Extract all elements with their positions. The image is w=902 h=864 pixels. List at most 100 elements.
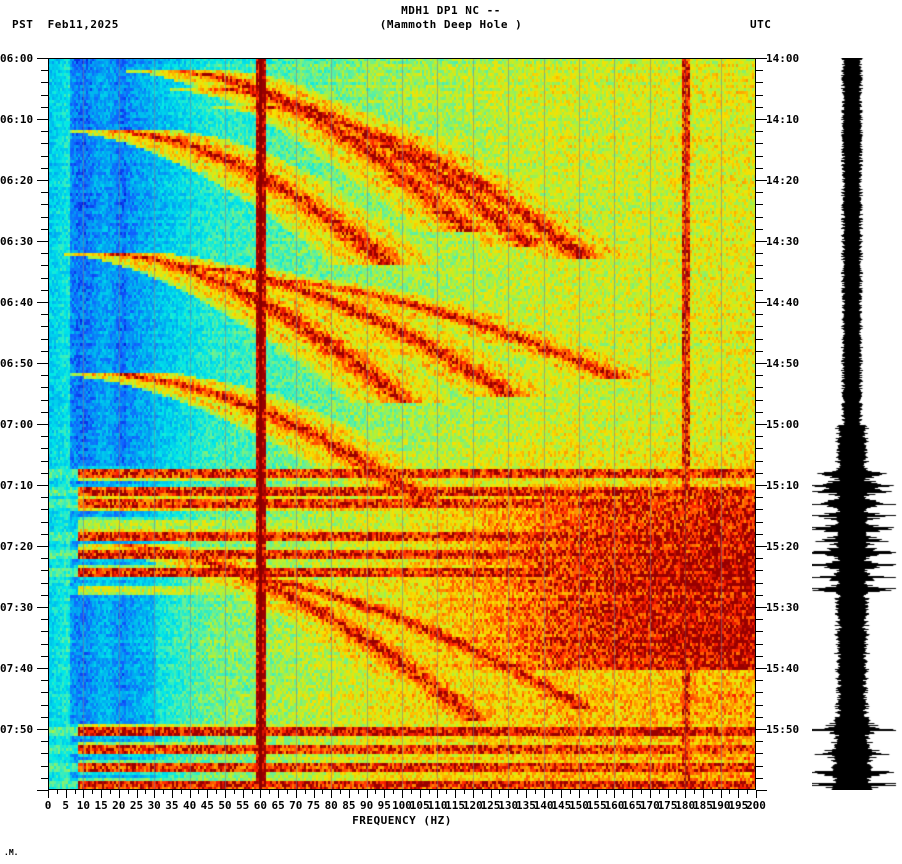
time-tick-minor xyxy=(41,155,48,157)
time-tick-minor xyxy=(41,692,48,694)
freq-label: 175 xyxy=(657,799,678,812)
time-tick-minor xyxy=(41,594,48,596)
time-tick-minor xyxy=(41,314,48,316)
freq-tick-minor xyxy=(729,790,731,794)
freq-tick-major xyxy=(738,790,740,798)
time-tick-major xyxy=(756,607,767,608)
freq-label: 115 xyxy=(445,799,466,812)
freq-tick-minor xyxy=(640,790,642,794)
freq-tick-minor xyxy=(92,790,94,794)
time-tick-minor xyxy=(41,350,48,352)
time-tick-minor xyxy=(41,448,48,450)
freq-label: 5 xyxy=(62,799,69,812)
freq-tick-major xyxy=(207,790,209,798)
freq-tick-minor xyxy=(605,790,607,794)
time-tick-major xyxy=(756,729,767,730)
freq-tick-major xyxy=(455,790,457,798)
time-tick-minor xyxy=(41,289,48,291)
freq-label: 90 xyxy=(359,799,374,812)
freq-tick-major xyxy=(472,790,474,798)
freq-label: 165 xyxy=(622,799,643,812)
freq-tick-major xyxy=(596,790,598,798)
freq-tick-major xyxy=(348,790,350,798)
freq-tick-minor xyxy=(216,790,218,794)
time-label-utc: 14:50 xyxy=(766,357,800,370)
time-tick-major xyxy=(37,241,48,242)
freq-tick-minor xyxy=(481,790,483,794)
freq-tick-major xyxy=(118,790,120,798)
time-label-pst: 07:40 xyxy=(0,662,34,675)
time-tick-major xyxy=(37,424,48,425)
freq-label: 60 xyxy=(253,799,268,812)
freq-tick-major xyxy=(614,790,616,798)
time-tick-minor xyxy=(41,619,48,621)
time-tick-minor xyxy=(41,106,48,108)
time-tick-major xyxy=(37,58,48,59)
freq-label: 195 xyxy=(728,799,749,812)
time-tick-minor xyxy=(41,338,48,340)
time-tick-minor xyxy=(756,448,763,450)
time-tick-minor xyxy=(41,131,48,133)
time-tick-minor xyxy=(41,375,48,377)
freq-tick-major xyxy=(225,790,226,798)
time-tick-minor xyxy=(41,558,48,560)
time-tick-minor xyxy=(756,619,763,621)
freq-label: 125 xyxy=(480,799,501,812)
time-tick-major xyxy=(37,485,48,486)
time-tick-minor xyxy=(756,582,763,584)
time-tick-minor xyxy=(41,265,48,267)
freq-tick-minor xyxy=(658,790,660,794)
time-tick-major xyxy=(756,58,767,59)
freq-tick-minor xyxy=(198,790,200,794)
time-tick-minor xyxy=(756,741,763,743)
freq-tick-minor xyxy=(676,790,678,794)
freq-tick-major xyxy=(508,790,510,798)
left-timezone-date-label: PST Feb11,2025 xyxy=(12,18,119,31)
time-tick-minor xyxy=(756,143,763,145)
freq-label: 135 xyxy=(515,799,536,812)
time-tick-minor xyxy=(756,497,763,499)
time-tick-minor xyxy=(41,167,48,169)
time-tick-minor xyxy=(756,387,763,389)
freq-tick-minor xyxy=(623,790,625,794)
time-tick-minor xyxy=(756,155,763,157)
freq-label: 65 xyxy=(271,799,285,812)
freq-label: 20 xyxy=(112,799,126,812)
spectrogram-image[interactable] xyxy=(48,58,756,790)
time-tick-major xyxy=(37,546,48,547)
time-tick-minor xyxy=(41,399,48,401)
freq-label: 10 xyxy=(76,799,91,812)
seismogram-panel[interactable] xyxy=(812,58,902,790)
seismogram-trace[interactable] xyxy=(812,58,902,790)
time-label-pst: 06:30 xyxy=(0,235,34,248)
time-tick-major xyxy=(756,424,767,425)
time-tick-minor xyxy=(41,680,48,682)
time-tick-minor xyxy=(41,460,48,462)
freq-tick-minor xyxy=(145,790,147,794)
footer-stray-mark: .M. xyxy=(4,848,19,857)
time-tick-minor xyxy=(41,253,48,255)
freq-tick-major xyxy=(384,790,386,798)
time-tick-minor xyxy=(41,533,48,535)
time-label-utc: 14:10 xyxy=(766,113,800,126)
freq-label: 15 xyxy=(94,799,108,812)
freq-tick-major xyxy=(437,790,439,798)
time-tick-minor xyxy=(756,594,763,596)
time-tick-minor xyxy=(41,82,48,84)
time-label-pst: 07:10 xyxy=(0,479,34,492)
spectrogram-plot[interactable] xyxy=(48,58,756,790)
freq-tick-major xyxy=(685,790,687,798)
time-tick-minor xyxy=(41,521,48,523)
freq-tick-major xyxy=(83,790,85,798)
time-tick-minor xyxy=(41,753,48,755)
time-tick-minor xyxy=(41,472,48,474)
time-tick-minor xyxy=(756,472,763,474)
right-timezone-label: UTC xyxy=(750,18,772,31)
freq-label: 55 xyxy=(236,799,250,812)
freq-tick-major xyxy=(295,790,297,798)
freq-tick-minor xyxy=(74,790,76,794)
freq-label: 180 xyxy=(675,799,696,812)
time-tick-minor xyxy=(756,289,763,291)
time-tick-minor xyxy=(756,228,763,230)
time-tick-minor xyxy=(41,70,48,72)
